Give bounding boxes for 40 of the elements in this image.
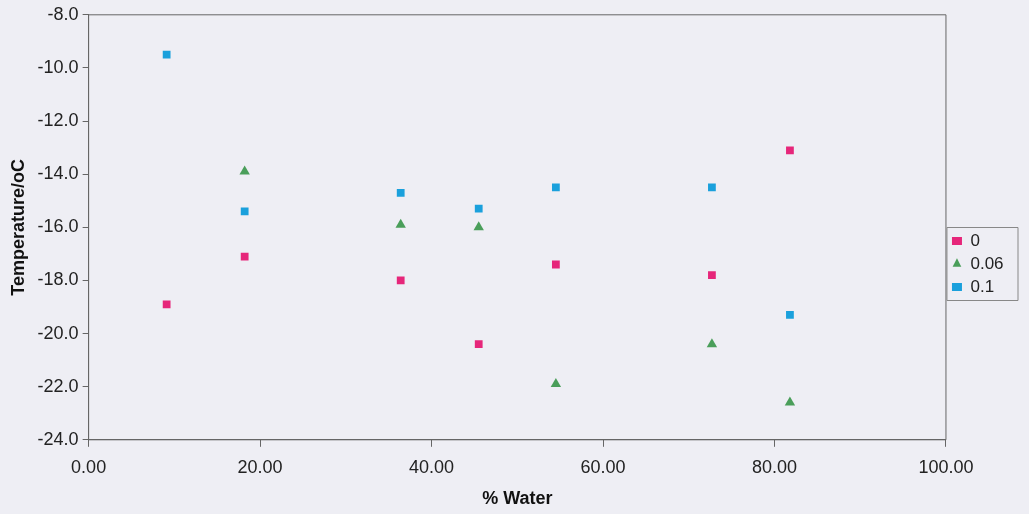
point bbox=[786, 146, 794, 155]
point bbox=[551, 260, 560, 269]
y-tick-label: -14.0 bbox=[37, 163, 79, 184]
point bbox=[474, 204, 483, 213]
point bbox=[474, 340, 483, 349]
point bbox=[550, 378, 562, 388]
point bbox=[396, 188, 405, 197]
point bbox=[162, 300, 171, 309]
x-tick-label: 100.00 bbox=[918, 456, 974, 477]
point bbox=[240, 207, 249, 216]
y-tick-label: -18.0 bbox=[37, 269, 79, 290]
y-tick-label: -12.0 bbox=[37, 110, 79, 131]
y-tick-label: -22.0 bbox=[37, 375, 79, 396]
point bbox=[473, 221, 484, 231]
point bbox=[708, 271, 716, 279]
legend-label: 0.1 bbox=[970, 276, 1004, 296]
x-axis-title: % Water bbox=[482, 488, 553, 509]
point bbox=[239, 165, 250, 175]
point bbox=[786, 311, 794, 319]
y-tick-label: -8.0 bbox=[47, 3, 79, 24]
x-tick-label: 0.00 bbox=[71, 456, 107, 477]
point bbox=[708, 183, 716, 192]
x-tick-label: 80.00 bbox=[751, 456, 798, 477]
point bbox=[706, 338, 718, 348]
legend-label: 0 bbox=[970, 230, 990, 250]
point bbox=[784, 396, 796, 406]
x-tick-label: 40.00 bbox=[409, 456, 455, 477]
legend-label: 0.06 bbox=[970, 253, 1014, 273]
y-tick-label: -10.0 bbox=[37, 56, 79, 77]
point bbox=[395, 218, 406, 228]
x-tick-label: 60.00 bbox=[580, 456, 626, 477]
point bbox=[240, 252, 249, 261]
point bbox=[396, 276, 405, 285]
point bbox=[551, 183, 560, 192]
y-tick-label: -16.0 bbox=[37, 216, 79, 237]
y-tick-label: -24.0 bbox=[37, 428, 79, 449]
x-tick-label: 20.00 bbox=[237, 456, 283, 477]
y-tick-label: -20.0 bbox=[37, 322, 79, 343]
y-axis-title: Temperature/oC bbox=[7, 158, 28, 296]
point bbox=[162, 50, 171, 59]
